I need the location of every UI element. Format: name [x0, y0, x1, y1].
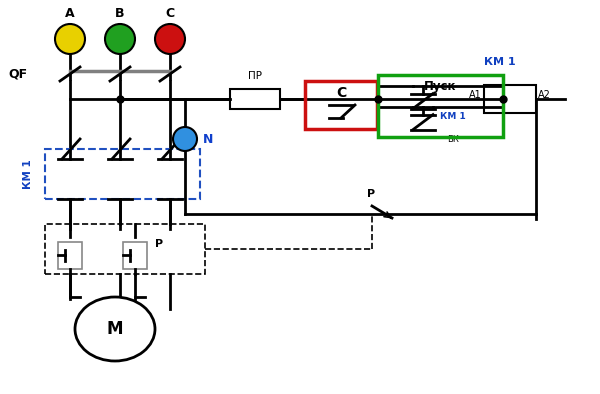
Bar	[58, 242, 82, 269]
Text: ПР: ПР	[248, 71, 262, 81]
Text: A: A	[65, 7, 75, 20]
Circle shape	[55, 24, 85, 54]
Bar	[378, 75, 503, 137]
Bar	[123, 242, 147, 269]
Bar	[230, 89, 280, 109]
Text: Пуск: Пуск	[424, 80, 457, 93]
Text: C: C	[166, 7, 175, 20]
Text: B: B	[115, 7, 125, 20]
Bar	[45, 149, 200, 199]
Ellipse shape	[75, 297, 155, 361]
Text: A1: A1	[469, 90, 482, 100]
Text: КМ 1: КМ 1	[440, 112, 466, 121]
Text: Р: Р	[367, 189, 375, 199]
Text: A2: A2	[538, 90, 551, 100]
Bar	[305, 81, 377, 129]
Circle shape	[173, 127, 197, 151]
Circle shape	[155, 24, 185, 54]
Text: N: N	[203, 132, 214, 145]
Text: КМ 1: КМ 1	[23, 159, 33, 189]
Text: QF: QF	[8, 67, 27, 80]
Circle shape	[105, 24, 135, 54]
Text: М: М	[107, 320, 123, 338]
Bar	[45, 224, 205, 274]
Text: Р: Р	[155, 239, 163, 249]
Text: С: С	[336, 86, 346, 100]
Text: БК: БК	[447, 135, 459, 144]
Text: КМ 1: КМ 1	[484, 57, 515, 67]
Bar	[484, 85, 536, 113]
